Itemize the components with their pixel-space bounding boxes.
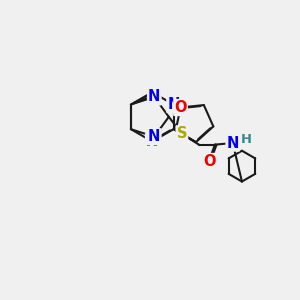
Text: N: N <box>148 89 160 104</box>
Text: H: H <box>240 133 251 146</box>
Text: O: O <box>203 154 216 169</box>
Text: N: N <box>226 136 239 151</box>
Text: S: S <box>177 126 187 141</box>
Text: N: N <box>167 97 180 112</box>
Text: O: O <box>174 100 187 115</box>
Text: N: N <box>148 129 160 144</box>
Text: N: N <box>146 134 158 149</box>
